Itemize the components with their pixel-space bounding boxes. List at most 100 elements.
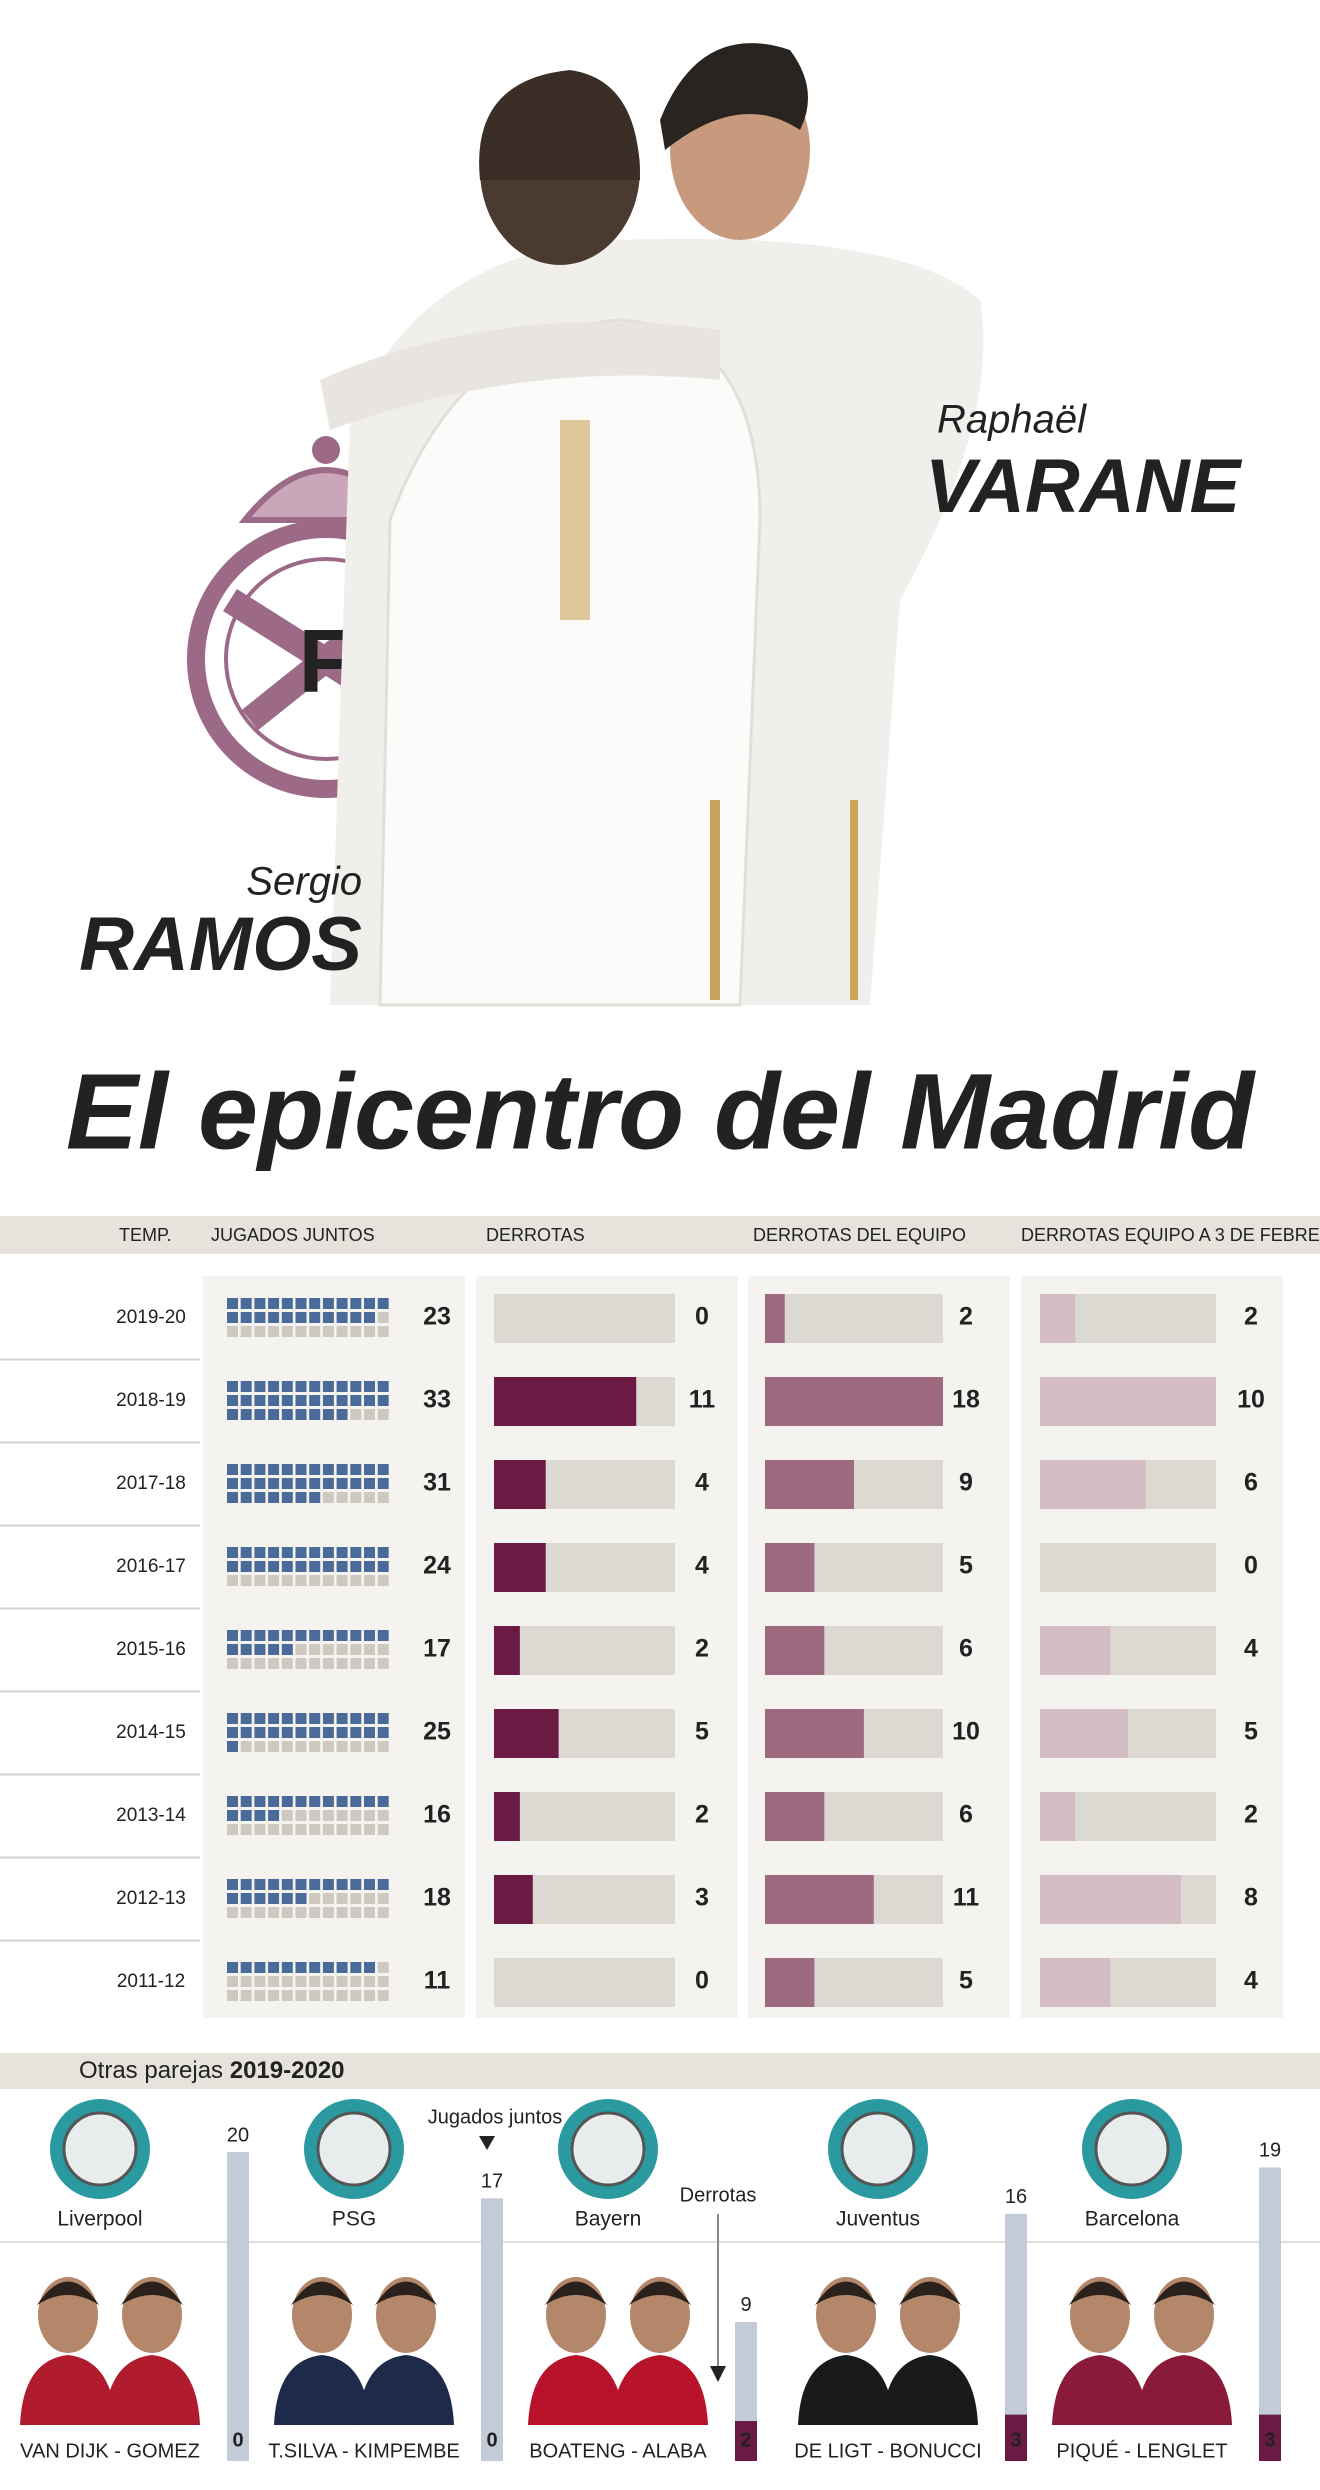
waffle-cell (377, 1326, 389, 1337)
waffle-cell (227, 1962, 238, 1973)
section-band (0, 2053, 1320, 2089)
losses-bar (1259, 2414, 1281, 2461)
player-photo-hair (899, 2281, 961, 2305)
value-label: 6 (959, 1801, 973, 1829)
waffle-cell (364, 1326, 375, 1337)
team-logo-inner (1094, 2111, 1170, 2187)
waffle-cell (309, 1824, 321, 1835)
waffle-cell (364, 1409, 375, 1420)
pair-name: PIQUÉ - LENGLET (1056, 2439, 1227, 2462)
waffle-cell (336, 1326, 348, 1337)
waffle-cell (254, 1713, 266, 1724)
waffle-cell (281, 1561, 293, 1572)
waffle (227, 1879, 389, 1918)
value-label: 2 (695, 1635, 709, 1663)
waffle (227, 1796, 389, 1835)
value-label: 9 (959, 1469, 973, 1497)
waffle-cell (268, 1644, 280, 1655)
waffle-cell (227, 1713, 238, 1724)
waffle-cell (268, 1478, 280, 1489)
team-name: Bayern (575, 2208, 642, 2231)
waffle-cell (322, 1326, 334, 1337)
waffle-cell (350, 1727, 362, 1738)
season-label: 2017-18 (116, 1473, 186, 1494)
bar (765, 1377, 943, 1426)
waffle-cell (336, 1879, 348, 1890)
waffle-cell (295, 1409, 307, 1420)
column-header: TEMP. (119, 1225, 172, 1245)
waffle-cell (295, 1727, 307, 1738)
value-label: 10 (1237, 1386, 1265, 1414)
bar-track (494, 1626, 675, 1675)
waffle-cell (322, 1409, 334, 1420)
waffle-cell (240, 1796, 252, 1807)
team-logo-inner (840, 2111, 916, 2187)
waffle-cell (350, 1630, 362, 1641)
waffle-cell (281, 1478, 293, 1489)
played-bar (1005, 2213, 1027, 2461)
waffle-cell (227, 1727, 238, 1738)
waffle-cell (350, 1478, 362, 1489)
season-label: 2013-14 (116, 1805, 186, 1826)
waffle-cell (350, 1741, 362, 1752)
player-photo-body (104, 2355, 200, 2425)
waffle-cell (295, 1962, 307, 1973)
waffle-cell (295, 1990, 307, 2001)
waffle-cell (240, 1990, 252, 2001)
waffle-cell (268, 1298, 280, 1309)
waffle-cell (350, 1547, 362, 1558)
waffle-cell (322, 1962, 334, 1973)
waffle-cell (281, 1713, 293, 1724)
waffle-cell (336, 1727, 348, 1738)
played-label: 16 (1005, 2186, 1027, 2208)
waffle-cell (350, 1561, 362, 1572)
waffle-cell (240, 1312, 252, 1323)
waffle-cell (281, 1810, 293, 1821)
waffle-cell (281, 1409, 293, 1420)
waffle-cell (227, 1464, 238, 1475)
value-label: 11 (689, 1386, 716, 1414)
waffle-cell (364, 1492, 375, 1503)
value-label: 5 (695, 1718, 709, 1746)
waffle-cell (336, 1381, 348, 1392)
waffle-cell (322, 1658, 334, 1669)
waffle-cell (268, 1990, 280, 2001)
waffle-cell (309, 1395, 321, 1406)
waffle-cell (336, 1824, 348, 1835)
waffle-cell (364, 1824, 375, 1835)
waffle-cell (227, 1326, 238, 1337)
value-label: 31 (423, 1469, 451, 1497)
waffle-cell (336, 1547, 348, 1558)
value-label: 33 (423, 1386, 451, 1414)
waffle-cell (309, 1658, 321, 1669)
waffle-cell (227, 1312, 238, 1323)
waffle-cell (322, 1561, 334, 1572)
waffle-cell (268, 1713, 280, 1724)
player-photo-body (20, 2355, 116, 2425)
waffle-cell (350, 1962, 362, 1973)
waffle-cell (336, 1492, 348, 1503)
waffle-cell (309, 1907, 321, 1918)
waffle-cell (268, 1658, 280, 1669)
waffle-cell (240, 1326, 252, 1337)
waffle-cell (336, 1796, 348, 1807)
value-label: 11 (953, 1884, 980, 1912)
waffle (227, 1298, 389, 1337)
waffle-cell (364, 1298, 375, 1309)
waffle-cell (254, 1326, 266, 1337)
waffle-cell (281, 1824, 293, 1835)
waffle-cell (322, 1879, 334, 1890)
waffle-cell (336, 1409, 348, 1420)
waffle-cell (254, 1644, 266, 1655)
bar (765, 1875, 874, 1924)
waffle-cell (254, 1478, 266, 1489)
waffle-cell (227, 1879, 238, 1890)
season-label: 2019-20 (116, 1307, 186, 1328)
waffle-cell (268, 1381, 280, 1392)
main-title: El epicentro del Madrid (66, 1051, 1256, 1172)
waffle (227, 1713, 389, 1752)
column-header: DERROTAS (486, 1225, 585, 1245)
waffle-cell (309, 1381, 321, 1392)
waffle-cell (364, 1990, 375, 2001)
waffle-cell (227, 1630, 238, 1641)
